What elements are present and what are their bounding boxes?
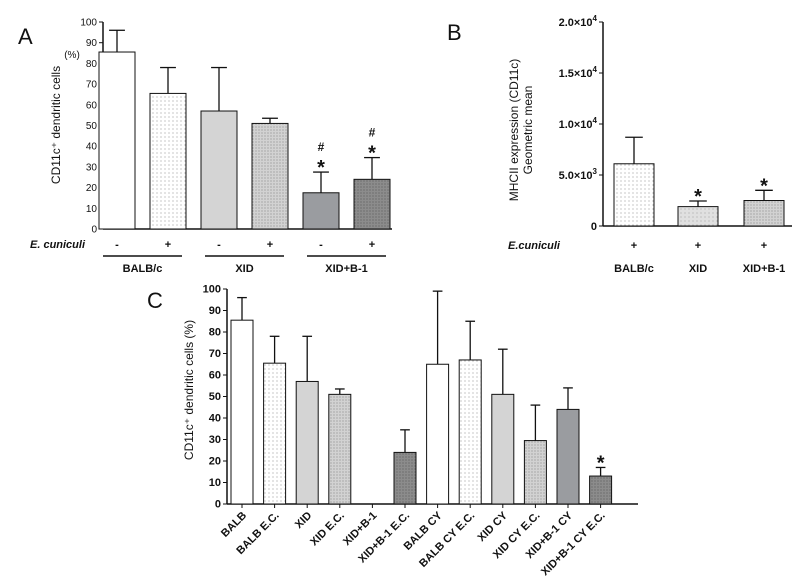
bar <box>263 362 287 505</box>
panel-a: A CD11c⁺ dendritic cells (%) E. cuniculi… <box>18 18 392 275</box>
y-tick-mantissa: 5.0×10 <box>559 170 593 182</box>
treatment-sign: + <box>267 239 273 251</box>
y-tick-label: 60 <box>209 370 221 382</box>
bar <box>302 192 340 230</box>
bar <box>589 475 613 505</box>
y-tick-label: 1.0×104 <box>559 116 598 131</box>
panel-a-row-label: E. cuniculi <box>30 239 86 251</box>
treatment-sign: - <box>217 239 221 251</box>
panel-a-label: A <box>18 24 33 49</box>
y-tick-label: 90 <box>86 38 98 49</box>
y-tick-label: 0 <box>215 499 221 511</box>
y-tick-label: 60 <box>86 100 98 111</box>
y-tick-label: 10 <box>209 477 221 489</box>
category-label: BALB/c <box>614 263 654 275</box>
bar <box>426 363 450 505</box>
panel-b-row-label: E.cuniculi <box>508 240 561 252</box>
bar <box>295 380 319 505</box>
panel-c-label: C <box>147 288 163 313</box>
treatment-sign: + <box>695 240 701 252</box>
y-tick-mantissa: 1.0×10 <box>559 119 593 131</box>
hash-annotation: # <box>318 140 325 154</box>
y-tick-exponent: 3 <box>593 167 598 176</box>
group-label: XID+B-1 <box>325 263 368 275</box>
y-tick-label: 0 <box>591 221 597 233</box>
y-tick-label: 70 <box>86 80 98 91</box>
treatment-sign: - <box>319 239 323 251</box>
y-tick-exponent: 4 <box>593 14 598 23</box>
panel-c-y-axis-label: CD11c⁺ dendritic cells (%) <box>182 320 196 460</box>
bar <box>230 319 254 505</box>
y-tick-label: 50 <box>209 391 221 403</box>
panel-a-y-unit: (%) <box>64 50 80 61</box>
group-label: BALB/c <box>123 263 163 275</box>
y-tick-label: 80 <box>86 59 98 70</box>
y-tick-mantissa: 1.5×10 <box>559 68 593 80</box>
significance-star: * <box>317 157 325 179</box>
panel-b-y-axis-label: MHCII expression (CD11c) <box>507 59 521 201</box>
treatment-sign: + <box>631 240 637 252</box>
y-tick-exponent: 4 <box>593 65 598 74</box>
y-tick-exponent: 4 <box>593 116 598 125</box>
panel-b-y-axis-label-2: Geometric mean <box>521 86 535 175</box>
y-tick-label: 5.0×103 <box>559 167 598 182</box>
category-label: XID <box>293 510 314 531</box>
category-label: XID <box>689 263 707 275</box>
y-tick-label: 100 <box>80 18 97 29</box>
bar <box>743 200 785 227</box>
y-tick-label: 100 <box>203 284 221 296</box>
bar <box>98 51 136 230</box>
panel-b-label: B <box>447 20 462 45</box>
treatment-sign: + <box>761 240 767 252</box>
bar <box>251 122 289 230</box>
hash-annotation: # <box>369 126 376 140</box>
bar <box>393 451 417 505</box>
category-label: XID+B-1 <box>743 263 786 275</box>
bar <box>613 163 655 227</box>
y-tick-label: 2.0×104 <box>559 14 598 29</box>
significance-star: * <box>597 452 605 474</box>
y-tick-label: 90 <box>209 305 221 317</box>
y-tick-label: 40 <box>209 413 221 425</box>
panel-a-y-axis-label: CD11c⁺ dendritic cells <box>49 66 63 184</box>
treatment-sign: + <box>369 239 375 251</box>
bar <box>353 178 391 230</box>
y-tick-mantissa: 2.0×10 <box>559 17 593 29</box>
y-tick-label: 70 <box>209 348 221 360</box>
y-tick-label: 30 <box>86 162 98 173</box>
y-tick-mantissa: 0 <box>591 221 597 233</box>
y-tick-label: 20 <box>209 456 221 468</box>
y-tick-label: 20 <box>86 183 98 194</box>
category-label: BALB <box>219 510 249 540</box>
treatment-sign: + <box>165 239 171 251</box>
group-label: XID <box>235 263 253 275</box>
y-tick-label: 0 <box>91 225 97 236</box>
y-tick-label: 1.5×104 <box>559 65 598 80</box>
bar <box>523 440 547 505</box>
bar <box>677 206 719 227</box>
y-tick-label: 30 <box>209 434 221 446</box>
category-label: XID+B-1 CY E.C. <box>539 510 608 579</box>
significance-star: * <box>694 186 702 208</box>
category-label: XID E.C. <box>308 510 347 549</box>
y-tick-label: 50 <box>86 121 98 132</box>
bar <box>200 110 238 230</box>
y-tick-label: 40 <box>86 142 98 153</box>
bar <box>328 393 352 505</box>
bar <box>556 408 580 505</box>
panel-b: B MHCII expression (CD11c) Geometric mea… <box>447 14 792 275</box>
y-tick-label: 10 <box>86 204 98 215</box>
panel-c: C CD11c⁺ dendritic cells (%) 0 10 20 30 40 50… <box>147 284 638 579</box>
bar <box>458 359 482 505</box>
bar <box>149 92 187 230</box>
bar <box>491 393 515 505</box>
significance-star: * <box>760 175 768 197</box>
significance-star: * <box>368 143 376 165</box>
treatment-sign: - <box>115 239 119 251</box>
y-tick-label: 80 <box>209 327 221 339</box>
